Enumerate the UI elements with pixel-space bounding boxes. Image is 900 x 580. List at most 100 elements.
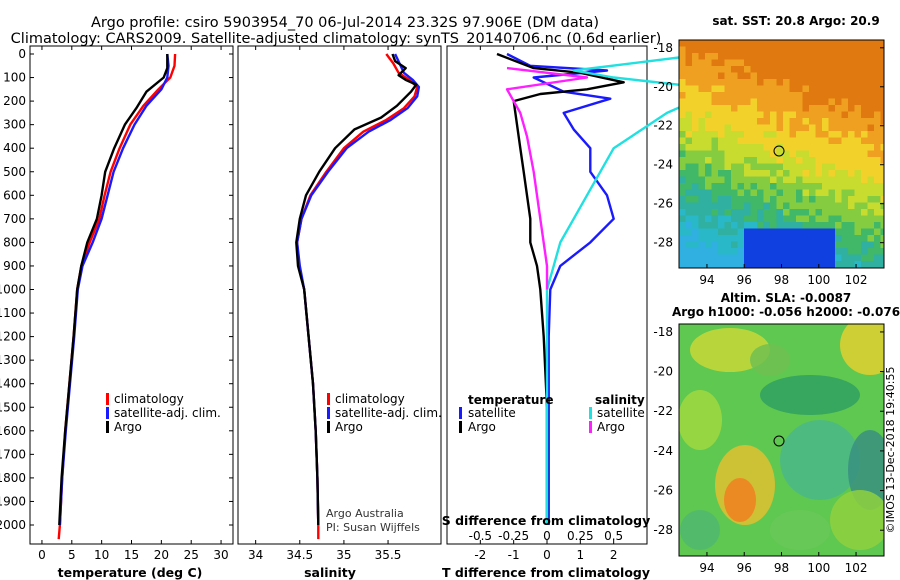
difference-panel: -2 -1 0 1 2 -0.5 -0.25 0 0.25 0.5 T difference fr… bbox=[442, 45, 722, 580]
sst-cell bbox=[789, 228, 797, 236]
sst-cell bbox=[776, 157, 784, 164]
sst-cell bbox=[718, 183, 725, 190]
sst-cell bbox=[861, 105, 868, 112]
sst-cell bbox=[848, 222, 855, 229]
sst-cell bbox=[692, 137, 699, 145]
sst-cell bbox=[809, 183, 816, 190]
sst-cell bbox=[815, 209, 823, 216]
sst-cell bbox=[796, 183, 803, 190]
sst-cell bbox=[880, 118, 884, 125]
sst-cell bbox=[757, 59, 764, 67]
sst-cell bbox=[744, 196, 751, 203]
sst-cell bbox=[698, 261, 706, 268]
sst-cell bbox=[828, 183, 836, 190]
sla-anomaly-blob bbox=[830, 490, 884, 550]
sst-cell bbox=[815, 105, 823, 112]
sst-cell bbox=[854, 118, 862, 125]
sst-cell bbox=[874, 248, 881, 255]
legend-swatch-satellite bbox=[327, 407, 330, 419]
sst-cell bbox=[815, 235, 823, 242]
sst-cell bbox=[685, 144, 693, 151]
sst-cell bbox=[848, 248, 855, 255]
sst-cell bbox=[867, 163, 875, 171]
sst-cell bbox=[705, 163, 712, 171]
sst-cell bbox=[854, 189, 862, 197]
sst-cell bbox=[796, 92, 803, 99]
sst-cell bbox=[770, 248, 777, 255]
sst-cell bbox=[874, 124, 881, 132]
sst-cell bbox=[750, 137, 758, 145]
sst-cell bbox=[724, 105, 732, 112]
sst-cell bbox=[835, 79, 842, 86]
sst-cell bbox=[705, 85, 712, 93]
sst-cell bbox=[718, 150, 725, 158]
sst-cell bbox=[731, 222, 738, 229]
lon-tick-label: 102 bbox=[845, 561, 868, 575]
sst-cell bbox=[828, 144, 836, 151]
sst-cell bbox=[802, 157, 810, 164]
sst-cell bbox=[744, 85, 751, 93]
sst-cell bbox=[750, 222, 758, 229]
sst-cell bbox=[796, 176, 803, 184]
sst-cell bbox=[867, 196, 875, 203]
sst-cell bbox=[744, 163, 751, 171]
sst-cell bbox=[841, 209, 849, 216]
sst-cell bbox=[783, 66, 790, 73]
sst-cell bbox=[718, 137, 725, 145]
sst-cell bbox=[848, 163, 855, 171]
difference-legend: temperature salinity satellite Argo sate… bbox=[459, 393, 645, 434]
sst-cell bbox=[861, 53, 868, 60]
sst-cell bbox=[763, 248, 771, 255]
sst-cell bbox=[698, 215, 706, 223]
sst-cell bbox=[874, 196, 881, 203]
sst-cell bbox=[705, 228, 712, 236]
sst-cell bbox=[867, 111, 875, 119]
sst-cell bbox=[750, 72, 758, 80]
depth-tick-label: 1100 bbox=[0, 306, 26, 320]
sst-cell bbox=[711, 124, 719, 132]
sst-cell bbox=[861, 215, 868, 223]
sst-cell bbox=[848, 215, 855, 223]
sst-cell bbox=[815, 137, 823, 145]
sst-cell bbox=[692, 215, 699, 223]
sst-cell bbox=[854, 202, 862, 210]
depth-tick-label: 1500 bbox=[0, 400, 26, 414]
lon-tick-label: 98 bbox=[774, 273, 789, 287]
sst-cell bbox=[835, 163, 842, 171]
sst-cell bbox=[848, 241, 855, 249]
sst-cell bbox=[763, 222, 771, 229]
sst-cell bbox=[750, 118, 758, 125]
sst-cell bbox=[841, 124, 849, 132]
sst-cell bbox=[737, 85, 745, 93]
sst-cell bbox=[861, 59, 868, 67]
sst-cell bbox=[770, 222, 777, 229]
sst-cell bbox=[679, 144, 686, 151]
sst-cell bbox=[828, 53, 836, 60]
sst-cell bbox=[880, 241, 884, 249]
sst-cell bbox=[685, 235, 693, 242]
sst-cell bbox=[815, 144, 823, 151]
sst-cell bbox=[718, 189, 725, 197]
sst-cell bbox=[861, 235, 868, 242]
sst-cell bbox=[744, 248, 751, 255]
sst-cell bbox=[880, 183, 884, 190]
sst-cell bbox=[711, 241, 719, 249]
sst-cell bbox=[679, 176, 686, 184]
sst-cell bbox=[737, 209, 745, 216]
sst-cell bbox=[809, 85, 816, 93]
sst-cell bbox=[783, 222, 790, 229]
sst-cell bbox=[711, 196, 719, 203]
sst-cell bbox=[880, 202, 884, 210]
sst-cell bbox=[874, 267, 881, 268]
sst-cell bbox=[809, 111, 816, 119]
lat-tick-label: -18 bbox=[653, 325, 673, 339]
sst-cell bbox=[809, 150, 816, 158]
sst-cell bbox=[770, 157, 777, 164]
sst-cell bbox=[776, 85, 784, 93]
sst-cell bbox=[692, 53, 699, 60]
sst-cell bbox=[802, 40, 810, 47]
legend-swatch-argo bbox=[327, 421, 330, 433]
sst-cell bbox=[841, 72, 849, 80]
sst-cell bbox=[776, 163, 784, 171]
